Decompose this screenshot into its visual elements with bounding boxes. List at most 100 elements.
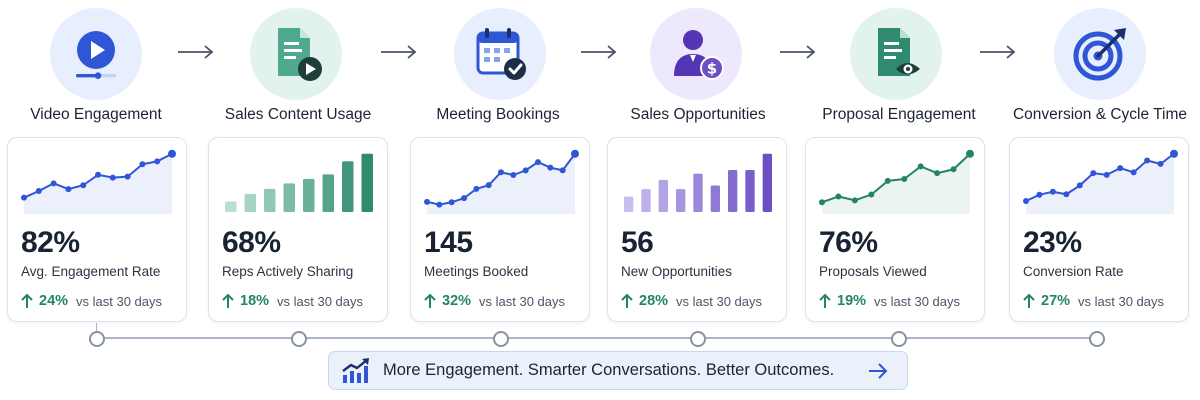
change-value: 18% xyxy=(240,293,270,309)
engagement-trend-chart xyxy=(21,149,176,214)
bar xyxy=(624,196,634,212)
change-row: 28% vs last 30 days xyxy=(621,293,762,309)
data-point xyxy=(1170,149,1178,158)
stage-title-proposal-engagement: Proposal Engagement xyxy=(822,106,976,123)
bar xyxy=(361,153,373,212)
data-point xyxy=(473,185,480,192)
arrow-up-icon xyxy=(621,293,633,308)
video-engagement-icon-badge xyxy=(50,8,142,100)
change-period-label: vs last 30 days xyxy=(76,293,163,309)
bar xyxy=(641,189,651,212)
data-point xyxy=(65,186,72,193)
conversion-icon-badge xyxy=(1054,8,1146,100)
metric-label: Reps Actively Sharing xyxy=(222,264,354,279)
meetings-trend-chart xyxy=(424,149,579,214)
video-play-icon xyxy=(76,31,116,79)
change-row: 24% vs last 30 days xyxy=(21,293,162,309)
svg-text:$: $ xyxy=(707,60,717,78)
data-point xyxy=(819,199,825,206)
data-point xyxy=(35,187,42,194)
metric-value: 56 xyxy=(621,226,654,259)
data-point xyxy=(424,198,430,205)
bar xyxy=(283,183,295,212)
area-fill xyxy=(24,153,172,214)
timeline-node xyxy=(1089,331,1105,347)
trend-up-chart-icon xyxy=(342,358,369,383)
change-period-label: vs last 30 days xyxy=(676,293,763,309)
data-point xyxy=(1090,170,1097,177)
area-fill xyxy=(1026,153,1174,214)
flow-arrow-icon xyxy=(178,45,214,59)
flow-arrow-icon xyxy=(980,45,1016,59)
document-eye-icon xyxy=(878,28,920,76)
data-point xyxy=(966,149,974,158)
data-point xyxy=(154,158,161,165)
data-point xyxy=(21,194,27,201)
bar xyxy=(710,185,720,212)
bar xyxy=(342,161,354,212)
meeting-bookings-icon-badge xyxy=(454,8,546,100)
data-point xyxy=(485,182,492,189)
data-point xyxy=(139,161,146,168)
change-value: 32% xyxy=(442,293,472,309)
stage-title-video-engagement: Video Engagement xyxy=(30,106,162,123)
flow-arrow-icon xyxy=(381,45,417,59)
bar xyxy=(728,169,738,212)
data-point xyxy=(934,170,941,177)
flow-arrow-icon xyxy=(780,45,816,59)
change-row: 32% vs last 30 days xyxy=(424,293,565,309)
person-dollar-icon: $ xyxy=(674,30,724,80)
metric-card-video-engagement: 82% Avg. Engagement Rate 24% vs last 30 … xyxy=(7,137,187,322)
change-value: 19% xyxy=(837,293,867,309)
timeline-line xyxy=(96,337,1096,339)
bar xyxy=(658,179,668,212)
arrow-up-icon xyxy=(1023,293,1035,308)
data-point xyxy=(1117,165,1124,172)
change-row: 27% vs last 30 days xyxy=(1023,293,1164,309)
change-period-label: vs last 30 days xyxy=(1078,293,1165,309)
data-point xyxy=(461,195,467,202)
bar xyxy=(745,169,755,212)
data-point xyxy=(547,164,554,171)
timeline-tick xyxy=(96,323,97,337)
data-point xyxy=(124,173,131,180)
timeline-node xyxy=(291,331,307,347)
timeline-node xyxy=(89,331,105,347)
metric-card-conversion-cycle-time: 23% Conversion Rate 27% vs last 30 days xyxy=(1009,137,1189,322)
conversion-trend-chart xyxy=(1023,149,1178,214)
data-point xyxy=(835,193,842,200)
metric-value: 76% xyxy=(819,226,878,259)
data-point xyxy=(1036,191,1043,198)
arrow-right-icon[interactable] xyxy=(867,361,889,381)
bar xyxy=(303,178,315,212)
change-row: 19% vs last 30 days xyxy=(819,293,960,309)
data-point xyxy=(917,163,924,170)
stage-title-conversion-cycle-time: Conversion & Cycle Time xyxy=(1012,106,1187,123)
data-point xyxy=(510,172,517,179)
data-point xyxy=(868,191,875,198)
outcomes-banner[interactable]: More Engagement. Smarter Conversations. … xyxy=(328,351,908,390)
data-point xyxy=(1144,157,1151,164)
bar xyxy=(264,188,276,212)
metric-value: 82% xyxy=(21,226,80,259)
area-fill xyxy=(427,153,575,214)
arrow-up-icon xyxy=(424,293,436,308)
metric-label: Meetings Booked xyxy=(424,264,529,279)
data-point xyxy=(50,180,57,187)
bar xyxy=(322,174,334,212)
change-value: 27% xyxy=(1041,293,1071,309)
data-point xyxy=(1076,182,1083,189)
sharing-bar-chart xyxy=(225,153,373,212)
metric-label: Avg. Engagement Rate xyxy=(21,264,161,279)
data-point xyxy=(80,182,87,189)
data-point xyxy=(1049,188,1056,195)
data-point xyxy=(950,166,957,173)
series-line xyxy=(821,153,971,204)
proposals-trend-chart xyxy=(819,149,974,214)
data-point xyxy=(436,201,443,208)
data-point xyxy=(884,177,891,184)
opportunities-bar-chart xyxy=(624,153,772,212)
data-point xyxy=(559,167,566,174)
change-value: 28% xyxy=(639,293,669,309)
bar xyxy=(225,201,237,212)
